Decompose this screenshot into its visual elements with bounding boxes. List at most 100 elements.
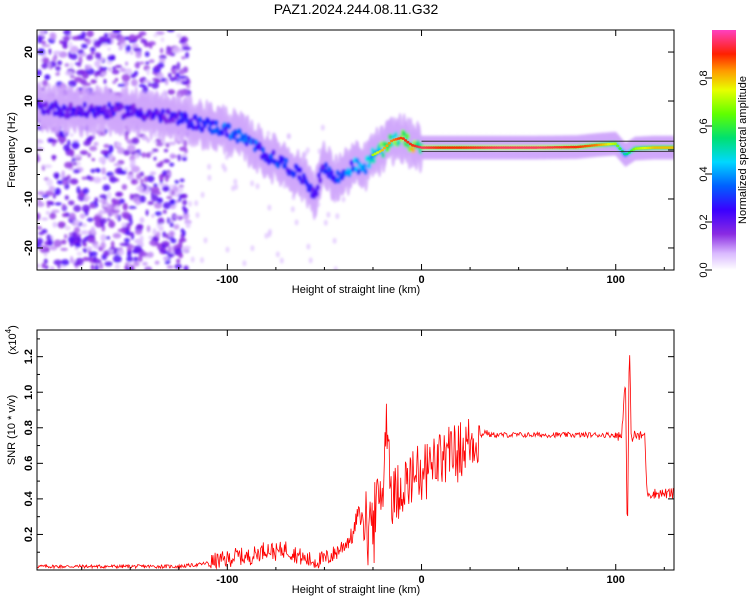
noise-blob xyxy=(68,236,75,243)
ridge-peak xyxy=(464,146,468,149)
noise-blob xyxy=(60,247,68,251)
ridge-peak xyxy=(532,146,536,149)
noise-blob xyxy=(58,135,67,144)
noise-blob xyxy=(114,263,120,270)
noise-blob xyxy=(165,233,169,239)
noise-blob xyxy=(105,236,111,240)
noise-blob xyxy=(37,37,43,44)
noise-blob xyxy=(112,232,122,239)
noise-blob xyxy=(107,55,115,62)
ridge-peak xyxy=(478,146,482,149)
noise-blob xyxy=(102,203,109,208)
noise-blob xyxy=(150,186,160,194)
noise-blob xyxy=(200,191,205,198)
noise-blob xyxy=(124,68,133,75)
noise-blob xyxy=(43,258,48,265)
noise-blob xyxy=(145,61,150,65)
noise-blob xyxy=(306,243,311,250)
noise-blob xyxy=(64,63,70,67)
noise-blob xyxy=(294,219,299,226)
ridge-peak xyxy=(404,139,408,142)
noise-blob xyxy=(78,69,87,74)
noise-blob xyxy=(50,32,57,41)
noise-blob xyxy=(223,166,228,173)
noise-blob xyxy=(74,76,83,83)
ridge-peak xyxy=(413,144,417,148)
ridge-peak xyxy=(448,146,452,149)
noise-blob xyxy=(74,242,82,248)
noise-blob xyxy=(147,251,154,258)
noise-blob xyxy=(37,139,42,144)
noise-blob xyxy=(94,264,99,270)
ridge-peak xyxy=(655,146,659,149)
ridge-core xyxy=(66,112,71,120)
noise-blob xyxy=(89,203,96,209)
noise-blob xyxy=(81,43,88,49)
colorbar-tick-label: 0.4 xyxy=(698,166,710,181)
noise-blob xyxy=(76,251,83,256)
noise-blob xyxy=(92,258,102,264)
noise-blob xyxy=(182,212,190,220)
noise-blob xyxy=(69,178,79,185)
noise-blob xyxy=(136,173,142,180)
ridge-peak xyxy=(508,146,513,149)
noise-blob xyxy=(143,79,152,84)
ridge-peak xyxy=(511,146,515,149)
ridge-peak xyxy=(471,146,475,149)
ridge-peak xyxy=(441,146,445,149)
noise-blob xyxy=(37,143,40,147)
noise-blob xyxy=(52,221,58,228)
ridge-peak xyxy=(480,146,485,149)
ridge-peak xyxy=(443,146,447,149)
noise-blob xyxy=(63,30,71,36)
noise-blob xyxy=(169,230,175,238)
noise-blob xyxy=(59,39,63,45)
noise-blob xyxy=(45,210,50,215)
noise-blob xyxy=(83,38,89,42)
noise-blob xyxy=(115,192,123,197)
ridge-peak xyxy=(429,146,433,149)
noise-blob xyxy=(71,36,81,41)
noise-blob xyxy=(70,62,74,70)
noise-blob xyxy=(87,152,91,158)
noise-blob xyxy=(165,50,173,56)
noise-blob xyxy=(89,251,98,257)
noise-blob xyxy=(93,72,99,77)
ridge-peak xyxy=(604,143,608,146)
noise-blob xyxy=(123,149,131,156)
noise-blob xyxy=(86,175,92,180)
ridge-peak xyxy=(473,146,478,149)
ridge-peak xyxy=(385,144,389,147)
ridge-peak xyxy=(432,146,436,149)
noise-blob xyxy=(55,66,61,71)
ridge-peak xyxy=(553,146,557,149)
noise-blob xyxy=(73,169,81,174)
noise-blob xyxy=(48,48,52,55)
noise-blob xyxy=(69,133,74,137)
noise-blob xyxy=(130,73,137,79)
ridge-peak xyxy=(427,146,431,149)
noise-blob xyxy=(127,262,131,269)
noise-blob xyxy=(48,185,56,192)
noise-blob xyxy=(37,69,42,77)
colorbar-tick-label: 0.0 xyxy=(698,262,710,277)
noise-blob xyxy=(138,84,147,88)
noise-blob xyxy=(42,57,50,64)
noise-blob xyxy=(94,197,99,204)
noise-blob xyxy=(93,40,102,48)
noise-blob xyxy=(124,238,130,243)
noise-blob xyxy=(135,201,140,206)
ridge-peak xyxy=(371,153,375,157)
noise-blob xyxy=(182,46,192,51)
ridge-core xyxy=(214,119,219,127)
noise-blob xyxy=(124,133,129,141)
noise-blob xyxy=(114,78,119,82)
noise-blob xyxy=(207,163,212,170)
ridge-core xyxy=(356,168,361,176)
noise-blob xyxy=(81,176,88,180)
noise-blob xyxy=(53,239,62,248)
noise-blob xyxy=(53,259,63,266)
ridge-core xyxy=(68,102,74,109)
noise-blob xyxy=(135,50,142,59)
